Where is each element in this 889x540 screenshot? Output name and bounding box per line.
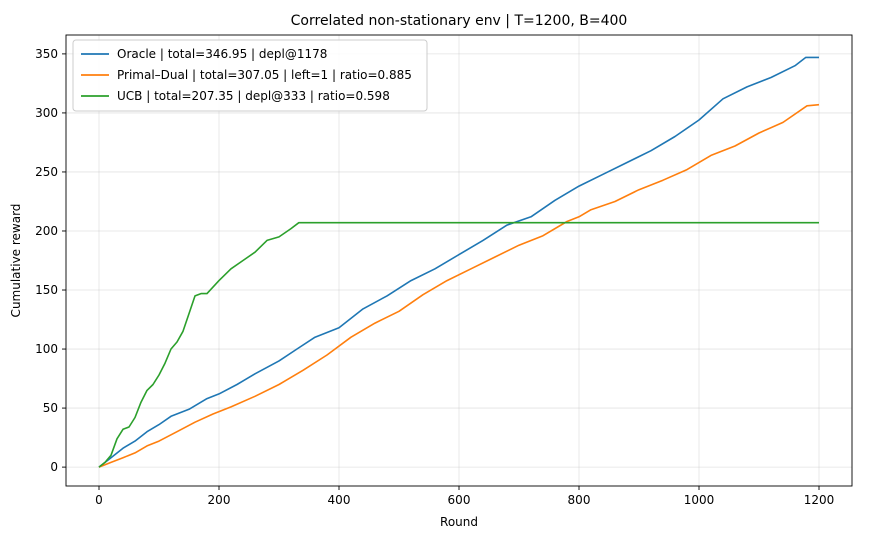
y-tick-label: 350 xyxy=(35,47,58,61)
y-axis-label: Cumulative reward xyxy=(9,204,23,318)
y-tick-label: 100 xyxy=(35,342,58,356)
y-tick-label: 300 xyxy=(35,106,58,120)
y-tick-label: 50 xyxy=(43,401,58,415)
legend-label-1: Oracle | total=346.95 | depl@1178 xyxy=(117,47,327,61)
x-tick-label: 600 xyxy=(448,493,471,507)
y-tick-label: 250 xyxy=(35,165,58,179)
x-tick-label: 1000 xyxy=(684,493,715,507)
legend-label-2: Primal–Dual | total=307.05 | left=1 | ra… xyxy=(117,68,412,82)
x-axis-label: Round xyxy=(440,515,478,529)
chart-title: Correlated non-stationary env | T=1200, … xyxy=(291,13,628,29)
y-tick-label: 200 xyxy=(35,224,58,238)
legend: Oracle | total=346.95 | depl@1178 Primal–… xyxy=(72,39,428,112)
series-line-1 xyxy=(98,56,819,468)
y-tick-label: 0 xyxy=(50,460,58,474)
y-axis-ticks: 0 50 100 150 200 250 300 350 xyxy=(35,47,66,474)
x-tick-label: 800 xyxy=(568,493,591,507)
x-tick-label: 1200 xyxy=(804,493,835,507)
series-line-3 xyxy=(98,221,819,468)
series-layer xyxy=(98,56,820,468)
x-axis-ticks: 0 200 400 600 800 1000 1200 xyxy=(95,486,834,507)
legend-label-3: UCB | total=207.35 | depl@333 | ratio=0.… xyxy=(117,89,390,103)
x-tick-label: 200 xyxy=(208,493,231,507)
x-tick-label: 400 xyxy=(328,493,351,507)
series-line-2 xyxy=(98,103,820,468)
x-tick-label: 0 xyxy=(95,493,103,507)
y-tick-label: 150 xyxy=(35,283,58,297)
legend-box xyxy=(72,39,428,112)
